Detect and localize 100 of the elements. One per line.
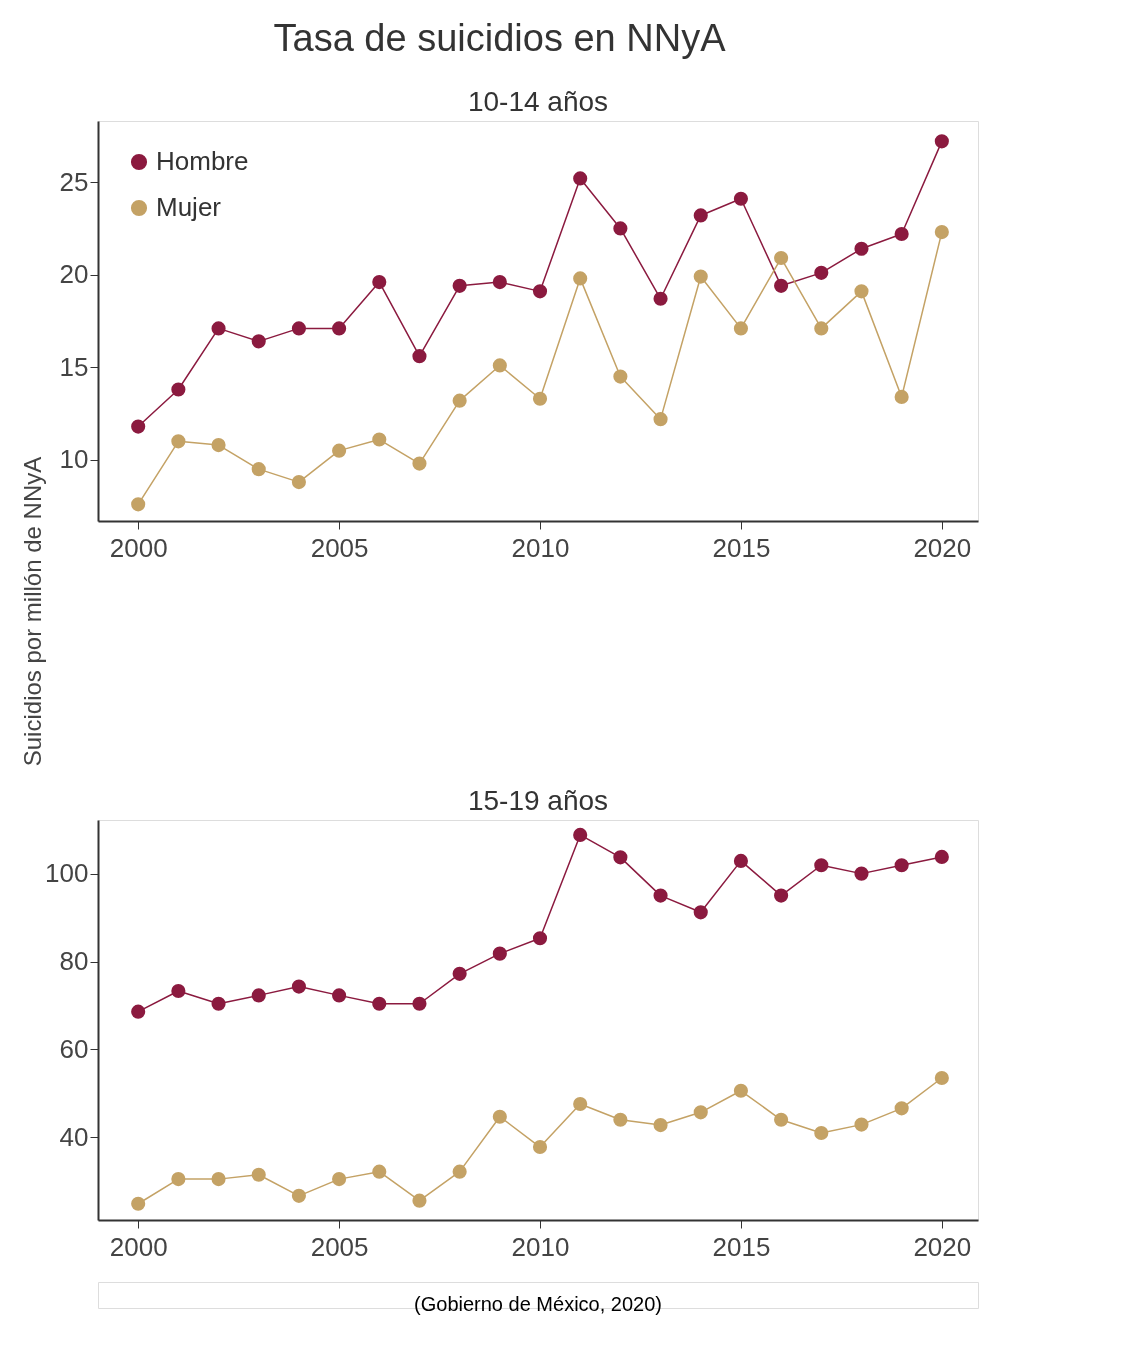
- point: [332, 988, 347, 1003]
- point: [613, 850, 628, 865]
- point: [934, 225, 949, 240]
- point: [934, 849, 949, 864]
- point: [774, 1112, 789, 1127]
- point: [251, 988, 266, 1003]
- point: [452, 278, 467, 293]
- point: [814, 1125, 829, 1141]
- x-tick-label: 2020: [913, 1231, 972, 1262]
- y-tick-label: 25: [59, 166, 89, 197]
- y-tick-label: 80: [59, 946, 89, 977]
- y-tick-label: 40: [59, 1121, 89, 1152]
- point: [171, 983, 186, 999]
- x-tick-label: 2015: [712, 1231, 771, 1262]
- point: [251, 334, 266, 349]
- point: [733, 191, 748, 206]
- point: [372, 996, 387, 1011]
- point: [492, 1109, 507, 1124]
- point: [653, 412, 668, 427]
- point: [251, 1167, 266, 1182]
- y-tick-label: 10: [59, 444, 89, 475]
- point: [532, 931, 548, 946]
- point: [492, 946, 507, 961]
- y-tick-label: 20: [59, 259, 89, 290]
- chart-subtitle: 15-19 años: [467, 785, 609, 816]
- point: [211, 438, 226, 453]
- y-tick-label: 15: [59, 351, 89, 382]
- x-tick-label: 2005: [310, 1231, 369, 1262]
- point: [573, 271, 588, 286]
- point: [211, 321, 226, 336]
- y-tick-label: 100: [45, 858, 89, 889]
- point: [894, 858, 909, 873]
- point: [573, 827, 588, 842]
- point: [532, 1139, 548, 1155]
- point: [251, 462, 266, 477]
- point: [332, 443, 347, 458]
- point: [894, 389, 909, 404]
- point: [211, 1172, 226, 1187]
- y-axis-title: Suicidios por millón de NNyA: [18, 456, 46, 767]
- point: [372, 432, 387, 447]
- point: [814, 321, 829, 336]
- point: [774, 250, 789, 266]
- point: [693, 269, 708, 284]
- point: [131, 419, 146, 434]
- point: [613, 369, 628, 384]
- text: (Gobierno de México, 2020): [414, 1293, 662, 1315]
- point: [412, 1193, 427, 1208]
- point: [372, 1164, 387, 1179]
- point: [131, 1004, 146, 1019]
- x-tick-label: 2000: [109, 532, 168, 563]
- point: [332, 1172, 347, 1187]
- point: [774, 278, 789, 293]
- point: [452, 966, 467, 981]
- y-tick-label: 60: [59, 1033, 89, 1064]
- chart-title: Tasa de suicidios en NNyA: [273, 16, 727, 59]
- point: [332, 321, 347, 336]
- point: [131, 1196, 146, 1211]
- point: [733, 1083, 748, 1098]
- point: [492, 358, 507, 373]
- point: [291, 1188, 306, 1203]
- point: [653, 1118, 668, 1133]
- point: [573, 171, 588, 186]
- point: [291, 475, 306, 490]
- x-tick-label: 2010: [511, 1231, 570, 1262]
- point: [693, 905, 708, 920]
- point: [291, 321, 306, 336]
- point: [894, 1101, 909, 1116]
- point: [412, 456, 427, 471]
- point: [653, 291, 668, 306]
- point: [854, 866, 869, 881]
- point: [854, 1117, 869, 1132]
- point: [693, 208, 708, 223]
- x-tick-label: 2015: [712, 532, 771, 563]
- point: [211, 996, 226, 1011]
- point: [894, 226, 909, 242]
- point: [452, 393, 467, 408]
- point: [653, 888, 668, 903]
- legend-label: Hombre: [156, 146, 249, 176]
- point: [934, 134, 949, 149]
- point: [733, 853, 748, 868]
- point: [492, 275, 507, 290]
- point: [532, 391, 548, 406]
- point: [693, 1105, 708, 1120]
- point: [573, 1096, 588, 1112]
- x-tick-label: 2005: [310, 532, 369, 563]
- point: [131, 497, 146, 512]
- point: [613, 1112, 628, 1127]
- point: [291, 979, 306, 994]
- point: [774, 888, 789, 903]
- chart-subtitle: 10-14 años: [467, 86, 609, 117]
- x-tick-label: 2000: [109, 1231, 168, 1262]
- x-tick-label: 2010: [511, 532, 570, 563]
- legend-label: Mujer: [156, 192, 222, 222]
- point: [171, 382, 186, 397]
- point: [171, 434, 186, 449]
- point: [814, 858, 829, 873]
- point: [171, 1172, 186, 1187]
- point: [532, 284, 548, 299]
- point: [854, 284, 869, 299]
- point: [854, 241, 869, 256]
